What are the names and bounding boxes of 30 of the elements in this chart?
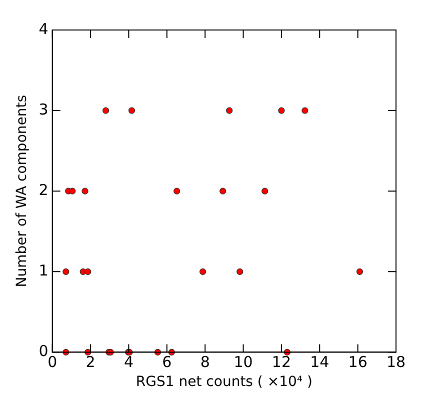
point (199, 268, 206, 275)
x-tick-label: 10 (234, 353, 253, 372)
x-tick-label: 8 (200, 353, 210, 372)
x-tick-label: 6 (162, 353, 172, 372)
point (220, 188, 226, 194)
point (69, 188, 76, 194)
y-axis-title: Number of WA components (14, 94, 30, 288)
x-tick-label: 12 (272, 353, 291, 372)
point (236, 268, 244, 275)
point (302, 107, 308, 114)
x-axis-title: RGS1 net counts ( ×10⁴ ) (136, 374, 312, 390)
point (102, 107, 110, 114)
x-tick-label: 18 (386, 353, 406, 372)
y-tick-label: 3 (38, 100, 48, 118)
x-tick-label: 16 (348, 353, 368, 372)
point (174, 188, 180, 194)
point (84, 268, 92, 275)
point (262, 188, 268, 194)
y-tick-label: 4 (38, 20, 48, 38)
point (62, 268, 70, 275)
point (226, 107, 233, 114)
point (128, 107, 136, 114)
x-tick-label: 14 (310, 353, 330, 372)
x-tick-label: 4 (124, 353, 134, 372)
point (356, 268, 364, 275)
y-tick-label: 1 (38, 262, 48, 280)
point (278, 107, 285, 114)
x-tick-label: 2 (86, 353, 96, 372)
y-tick-label: 2 (38, 180, 48, 199)
point (82, 188, 88, 194)
